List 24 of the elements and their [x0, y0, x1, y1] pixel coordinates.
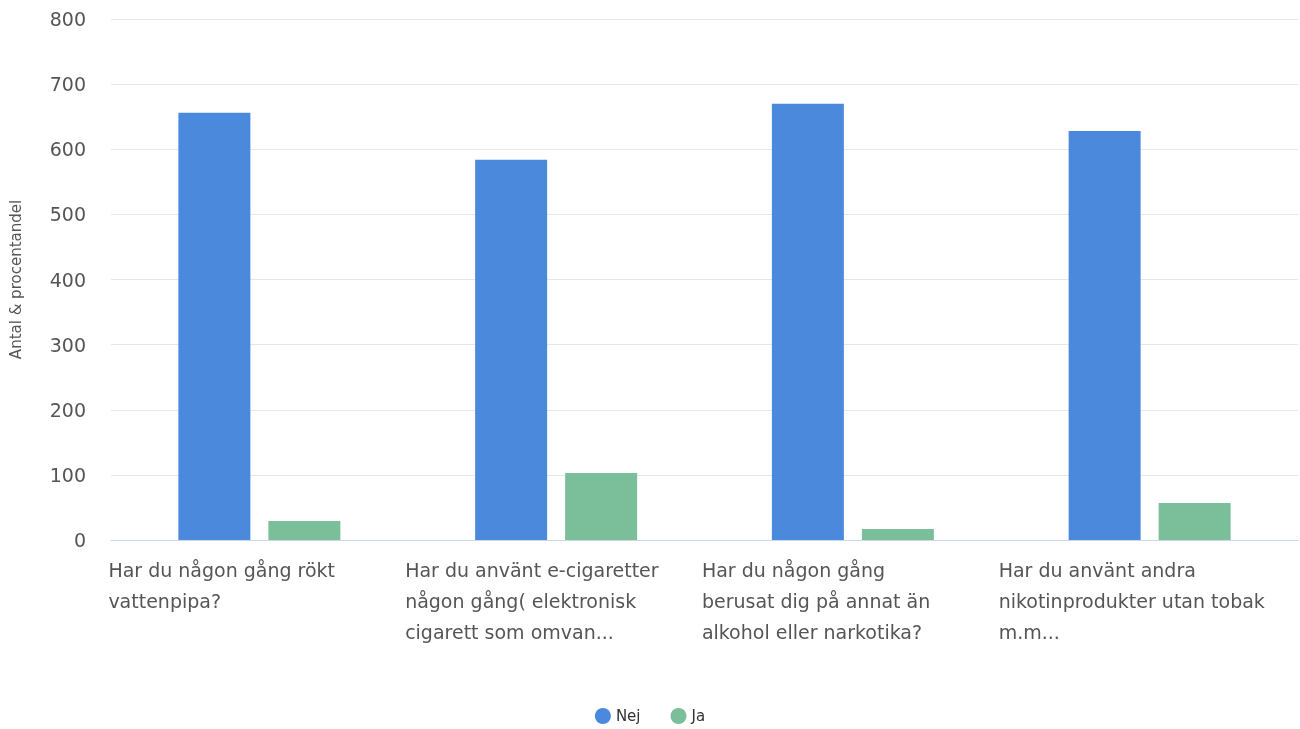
- y-tick-label: 200: [49, 398, 86, 421]
- x-tick-label: Har du någon gång berusat dig på annat än alkohol eller narkotika?: [701, 558, 937, 643]
- y-axis-title: Antal & procentandel: [6, 199, 25, 360]
- x-tick-label: Har du använt andra nikotinprodukter utan tobak m.m...: [998, 558, 1271, 643]
- legend-label: Nej: [615, 707, 641, 725]
- bar: [178, 112, 251, 540]
- bar: [1158, 502, 1231, 540]
- x-tick-label: Har du någon gång rökt vattenpipa?: [108, 558, 342, 612]
- legend-label: Ja: [690, 707, 706, 725]
- y-tick-label: 700: [49, 73, 86, 96]
- y-tick-label: 500: [49, 203, 86, 226]
- x-tick-label: Har du använt e-cigaretter någon gång( elektronisk cigarett som omvan...: [405, 558, 665, 643]
- bar: [861, 528, 934, 540]
- y-tick-label: 400: [49, 268, 86, 291]
- bar: [1068, 131, 1141, 540]
- y-tick-label: 600: [49, 138, 86, 161]
- y-tick-label: 300: [49, 333, 86, 356]
- bar: [565, 472, 638, 540]
- bar: [475, 159, 548, 540]
- bar: [771, 103, 844, 540]
- y-tick-label: 0: [73, 529, 86, 551]
- y-tick-label: 100: [49, 463, 86, 486]
- bar: [268, 521, 341, 540]
- y-tick-label: 800: [49, 8, 86, 30]
